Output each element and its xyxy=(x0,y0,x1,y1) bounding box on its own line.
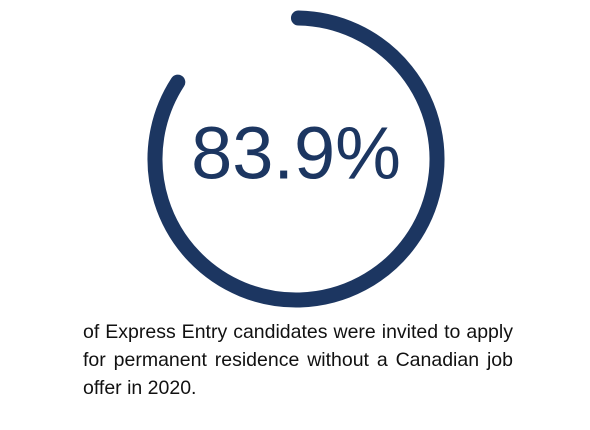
percentage-value: 83.9% xyxy=(191,112,401,195)
caption-text: of Express Entry candidates were invited… xyxy=(83,321,513,399)
progress-arc xyxy=(147,10,445,308)
